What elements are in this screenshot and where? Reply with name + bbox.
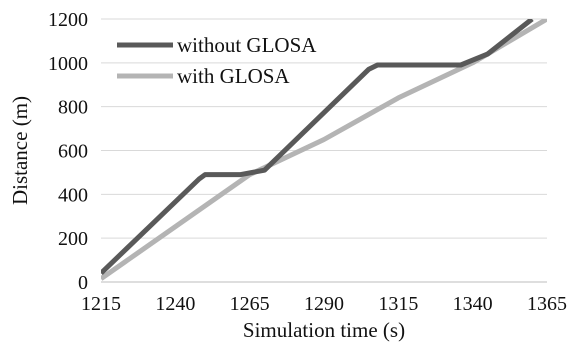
x-axis-ticks: 1215 1240 1265 1290 1315 1340 1365 bbox=[81, 293, 567, 315]
x-tick-label-0: 1215 bbox=[81, 293, 121, 315]
y-tick-label-5: 1000 bbox=[48, 53, 88, 75]
series-lines bbox=[101, 19, 547, 281]
y-tick-label-3: 600 bbox=[58, 141, 88, 163]
gridlines bbox=[101, 18, 547, 283]
x-axis-title: Simulation time (s) bbox=[243, 318, 405, 342]
x-tick-label-4: 1315 bbox=[378, 293, 418, 315]
y-tick-label-6: 1200 bbox=[48, 9, 88, 31]
series-line-0 bbox=[101, 19, 534, 276]
x-tick-label-3: 1290 bbox=[304, 293, 344, 315]
y-axis-title: Distance (m) bbox=[8, 96, 32, 205]
x-tick-label-2: 1265 bbox=[230, 293, 270, 315]
legend-label-1: with GLOSA bbox=[177, 64, 290, 88]
x-tick-label-5: 1340 bbox=[453, 293, 493, 315]
legend-label-0: without GLOSA bbox=[177, 33, 317, 57]
legend: without GLOSA with GLOSA bbox=[117, 33, 317, 88]
x-tick-label-1: 1240 bbox=[155, 293, 195, 315]
y-axis-ticks: 0 200 400 600 800 1000 1200 bbox=[48, 9, 88, 294]
y-tick-label-1: 200 bbox=[58, 228, 88, 250]
y-tick-label-4: 800 bbox=[58, 97, 88, 119]
x-tick-label-6: 1365 bbox=[527, 293, 567, 315]
y-tick-label-2: 400 bbox=[58, 184, 88, 206]
y-tick-label-0: 0 bbox=[78, 272, 88, 294]
